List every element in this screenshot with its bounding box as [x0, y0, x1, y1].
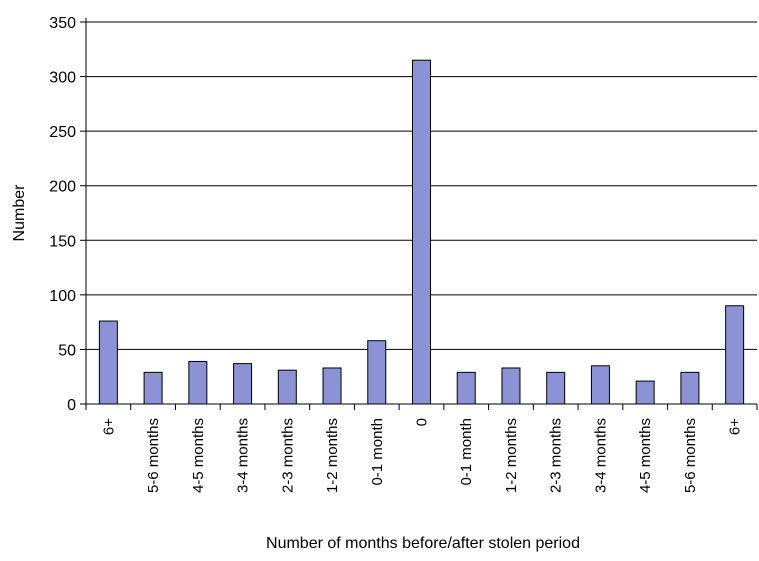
x-tick-label: 3-4 months: [235, 418, 252, 493]
y-tick-label: 0: [67, 397, 76, 414]
x-tick-label: 6+: [100, 418, 117, 435]
y-tick-label: 200: [49, 179, 76, 196]
x-tick-label: 1-2 months: [503, 418, 520, 493]
x-axis-label: Number of months before/after stolen per…: [266, 535, 580, 552]
bars: [98, 59, 745, 405]
bar: [725, 305, 745, 405]
x-tick-label: 0-1 month: [369, 418, 386, 486]
y-tick-label: 250: [49, 124, 76, 141]
bar: [412, 59, 431, 405]
y-axis-label: Number: [11, 184, 28, 242]
x-tick-label: 5-6 months: [145, 418, 162, 493]
y-tick-labels: 0 50 100 150 200 250 300 350: [49, 15, 76, 414]
bar: [322, 367, 342, 405]
bar: [501, 367, 521, 405]
x-tick-label: 3-4 months: [592, 418, 609, 493]
bar: [546, 371, 566, 405]
y-tick-label: 100: [49, 288, 76, 305]
bar: [277, 369, 297, 405]
bar: [367, 340, 387, 405]
bar: [680, 371, 700, 405]
y-tick-label: 50: [58, 342, 76, 359]
bar: [590, 365, 610, 405]
x-tick-label: 4-5 months: [190, 418, 207, 493]
x-tick-label: 0: [414, 418, 431, 426]
bar: [143, 371, 163, 405]
x-tick-label: 2-3 months: [279, 418, 296, 493]
x-tick-label: 1-2 months: [324, 418, 341, 493]
bar: [188, 360, 208, 405]
bar: [98, 320, 118, 405]
bar: [635, 380, 655, 405]
axes: [80, 18, 758, 410]
x-tick-labels: 6+ 5-6 months 4-5 months 3-4 months 2-3 mont…: [100, 418, 743, 493]
y-tick-label: 300: [49, 70, 76, 87]
y-tick-label: 150: [49, 233, 76, 250]
x-tick-label: 2-3 months: [548, 418, 565, 493]
x-tick-label: 5-6 months: [682, 418, 699, 493]
x-tick-label: 4-5 months: [637, 418, 654, 493]
x-tick-label: 0-1 month: [458, 418, 475, 486]
y-tick-label: 350: [49, 15, 76, 32]
bar: [233, 363, 253, 405]
bar: [456, 371, 476, 405]
x-tick-label: 6+: [727, 418, 744, 435]
